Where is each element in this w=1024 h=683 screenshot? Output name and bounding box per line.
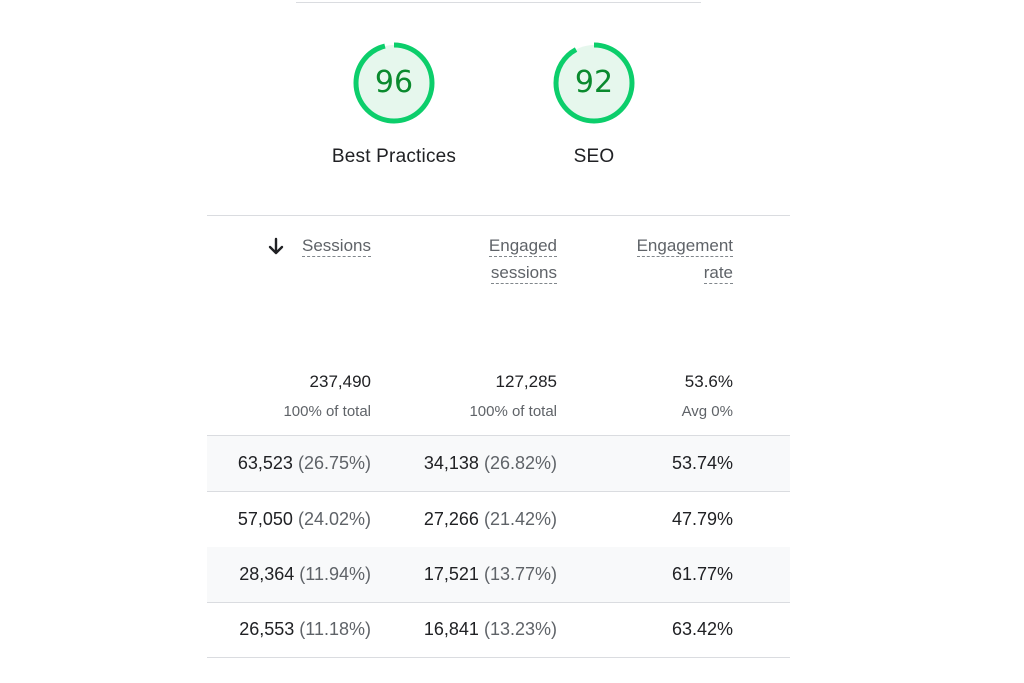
seo-ring: [553, 42, 635, 124]
total-engaged-sessions-sub: 100% of total: [469, 403, 557, 420]
engaged-pct: (26.82%): [483, 453, 557, 473]
column-header-sessions-label: Sessions: [302, 236, 371, 257]
table-row[interactable]: 28,364 (11.94%) 17,521 (13.77%) 61.77%: [207, 547, 790, 603]
row-engagement-rate: 63.42%: [671, 619, 733, 639]
column-header-engaged-line1: Engaged: [488, 236, 557, 257]
engaged-pct: (13.23%): [483, 619, 557, 639]
table-row[interactable]: 26,553 (11.18%) 16,841 (13.23%) 63.42%: [207, 602, 790, 658]
row-engaged-sessions: 16,841 (13.23%): [424, 602, 557, 657]
best-practices-gauge: 96: [352, 41, 436, 125]
sessions-pct: (11.94%): [299, 564, 371, 584]
row-engagement-rate: 47.79%: [671, 509, 733, 529]
engaged-pct: (21.42%): [483, 509, 557, 529]
table-row[interactable]: 63,523 (26.75%) 34,138 (26.82%) 53.74%: [207, 436, 790, 492]
best-practices-score: 96: [374, 65, 414, 100]
column-header-engagement-rate[interactable]: Engagement rate: [636, 232, 733, 286]
engaged-value: 27,266: [423, 509, 479, 529]
engaged-value: 16,841: [423, 619, 479, 639]
row-engagement-rate: 53.74%: [671, 453, 733, 473]
column-header-rate-line1: Engagement: [636, 236, 733, 257]
row-engagement-rate: 61.77%: [671, 564, 733, 584]
total-sessions-sub: 100% of total: [283, 403, 371, 420]
sessions-value: 28,364: [239, 564, 295, 584]
engaged-pct: (13.77%): [483, 564, 557, 584]
sessions-value: 57,050: [237, 509, 293, 529]
sessions-pct: (24.02%): [297, 509, 371, 529]
total-engaged-sessions: 127,285: [495, 372, 557, 391]
row-engaged-sessions: 17,521 (13.77%): [424, 547, 557, 602]
row-sessions: 63,523 (26.75%): [238, 436, 371, 491]
column-header-engaged-line2: sessions: [490, 263, 557, 284]
totals-divider: [207, 435, 790, 436]
seo-gauge: 92: [552, 41, 636, 125]
row-sessions: 57,050 (24.02%): [238, 492, 371, 547]
table-row[interactable]: 57,050 (24.02%) 27,266 (21.42%) 47.79%: [207, 492, 790, 548]
table-top-divider: [207, 215, 790, 216]
row-engaged-sessions: 34,138 (26.82%): [424, 436, 557, 491]
total-engagement-rate: 53.6%: [684, 372, 733, 391]
best-practices-label: Best Practices: [331, 146, 457, 167]
engaged-value: 34,138: [423, 453, 479, 473]
row-sessions: 28,364 (11.94%): [239, 547, 371, 602]
total-engagement-rate-sub: Avg 0%: [681, 403, 733, 420]
row-engaged-sessions: 27,266 (21.42%): [424, 492, 557, 547]
engaged-value: 17,521: [423, 564, 479, 584]
sort-descending-icon[interactable]: [267, 237, 285, 257]
sessions-pct: (11.18%): [299, 619, 371, 639]
column-header-engaged-sessions[interactable]: Engaged sessions: [488, 232, 557, 286]
sessions-value: 63,523: [237, 453, 293, 473]
total-sessions: 237,490: [309, 372, 371, 391]
sessions-pct: (26.75%): [297, 453, 371, 473]
seo-label: SEO: [573, 146, 615, 167]
sessions-value: 26,553: [239, 619, 295, 639]
column-header-sessions[interactable]: Sessions: [302, 232, 371, 259]
best-practices-ring: [353, 42, 435, 124]
row-sessions: 26,553 (11.18%): [239, 602, 371, 657]
seo-score: 92: [574, 65, 614, 100]
column-header-rate-line2: rate: [703, 263, 733, 284]
top-divider: [296, 2, 701, 3]
